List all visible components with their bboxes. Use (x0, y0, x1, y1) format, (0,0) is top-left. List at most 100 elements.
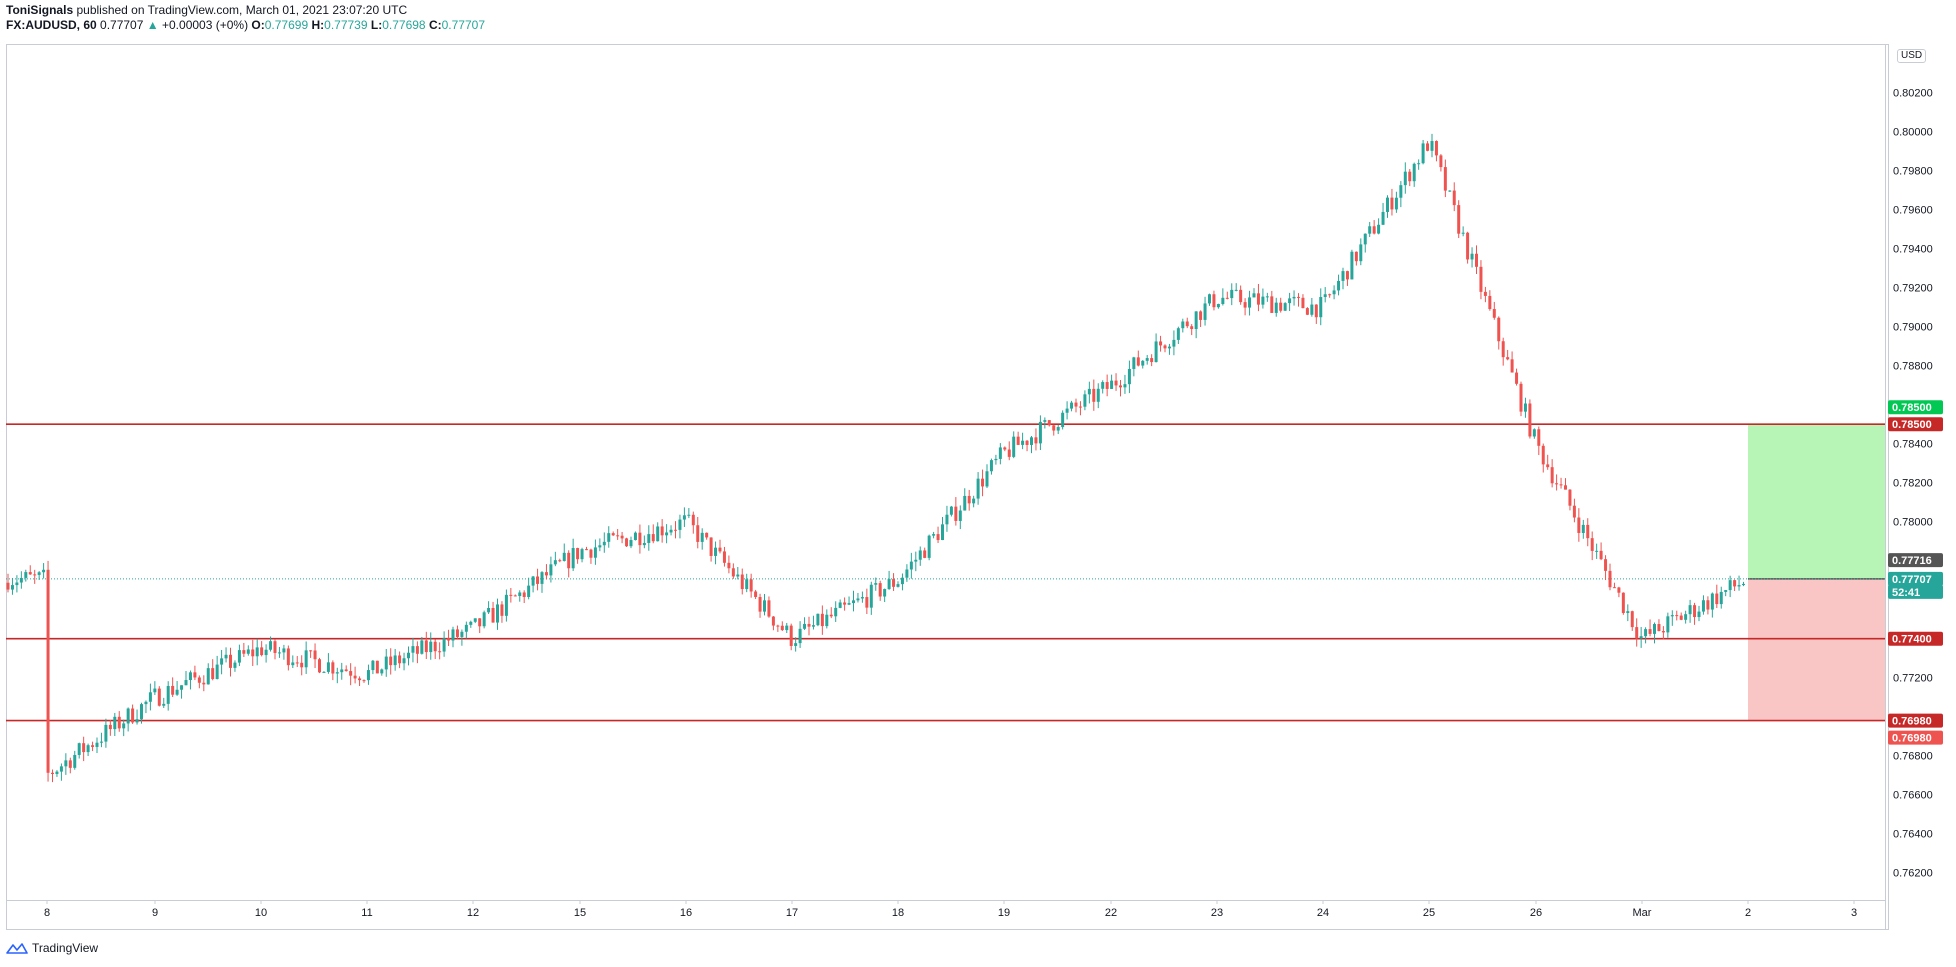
candle-body (562, 552, 566, 561)
candle-body (1577, 517, 1581, 533)
candle-body (865, 597, 869, 608)
candle-body (229, 654, 232, 668)
candle-body (883, 589, 887, 597)
candle-body (1581, 524, 1585, 533)
candle-body (1132, 357, 1136, 369)
candle-body (277, 652, 281, 654)
candle-body (1515, 372, 1519, 384)
candle-body (1719, 591, 1723, 605)
candle-body (963, 495, 967, 511)
publisher-line: ToniSignals published on TradingView.com… (6, 3, 485, 18)
price-tick-label: 0.78000 (1893, 517, 1933, 529)
candle-body (1666, 616, 1670, 633)
candle-body (1216, 304, 1220, 308)
candle-body (896, 584, 900, 587)
candle-body (237, 650, 241, 663)
price-badge-label: 0.76980 (1892, 733, 1932, 745)
candle-body (789, 625, 793, 646)
candle-body (580, 549, 584, 560)
candle-body (981, 478, 985, 487)
horizontal-levels (6, 423, 1885, 722)
candle-body (1101, 382, 1105, 389)
time-tick-label: Mar (1633, 907, 1652, 919)
price-badge[interactable]: 0.76980 (1888, 713, 1943, 728)
candle-body (722, 551, 726, 563)
price-badge-label: 0.77400 (1892, 634, 1932, 646)
symbol-label[interactable]: FX:AUDUSD, 60 (6, 18, 97, 32)
candle-body (1715, 593, 1719, 605)
candle-body (674, 529, 677, 531)
price-badge[interactable]: 0.77716 (1888, 553, 1943, 568)
candle-body (233, 662, 237, 668)
price-tick-label: 0.77200 (1893, 673, 1933, 685)
price-badge[interactable]: 0.78500 (1888, 417, 1943, 432)
time-axis-ticks: 8 9 10 11 12 15 16 17 18 19 22 23 24 25 26 Mar 2 3 (44, 900, 1857, 919)
stop-zone[interactable] (1748, 578, 1885, 721)
time-tick-label: 25 (1423, 907, 1435, 919)
candle-body (286, 648, 290, 666)
candle-body (945, 514, 949, 525)
candle-body (985, 471, 989, 487)
candle-body (104, 724, 108, 742)
candle-body (1519, 383, 1523, 412)
published-text: published on TradingView.com, March 01, … (76, 3, 408, 17)
price-tick-label: 0.76400 (1893, 829, 1933, 841)
candle-body (1742, 583, 1745, 586)
price-badge[interactable]: 0.77400 (1888, 631, 1943, 646)
candle-body (1457, 205, 1461, 234)
currency-label[interactable]: USD (1897, 49, 1927, 63)
candle-body (55, 771, 59, 774)
price-tick-label: 0.79200 (1893, 283, 1933, 295)
open-label: O: (251, 18, 265, 32)
footer-brand[interactable]: TradingView (6, 941, 98, 955)
candle-body (1572, 505, 1576, 518)
candle-body (638, 532, 642, 546)
candle-body (1154, 341, 1158, 363)
publisher-name[interactable]: ToniSignals (6, 3, 74, 17)
candle-body (1381, 211, 1385, 225)
candle-body (625, 538, 629, 547)
candle-body (86, 745, 90, 753)
price-badge[interactable]: 0.77707 (1888, 571, 1943, 586)
candle-body (424, 640, 428, 653)
candle-body (99, 741, 103, 743)
candle-body (202, 682, 206, 685)
candle-body (811, 625, 815, 627)
candle-body (642, 542, 646, 546)
candle-body (936, 534, 940, 541)
candle-body (1564, 485, 1567, 490)
candle-body (59, 766, 63, 772)
candle-body (1078, 406, 1082, 408)
plot-frame (6, 44, 1889, 930)
candle-body (1270, 296, 1274, 313)
target-zone[interactable] (1748, 424, 1885, 579)
time-tick-label: 17 (786, 907, 798, 919)
price-tick-label: 0.79400 (1893, 244, 1933, 256)
candle-body (620, 535, 624, 539)
candle-body (1345, 271, 1349, 280)
candle-body (576, 548, 580, 560)
price-badge[interactable]: 0.76980 (1888, 730, 1943, 745)
candle-body (1470, 253, 1474, 260)
price-badge-label: 0.77716 (1892, 555, 1932, 567)
candle-body (206, 668, 210, 685)
candle-body (700, 532, 704, 542)
candle-body (976, 478, 980, 499)
candle-body (1426, 143, 1430, 151)
candle-body (358, 678, 362, 681)
candle-body (874, 583, 878, 585)
candle-body (1234, 289, 1238, 291)
candle-body (255, 647, 259, 657)
price-badge[interactable]: 0.78500 (1888, 400, 1943, 415)
candle-body (77, 743, 81, 755)
price-badge[interactable]: 52:41 (1888, 584, 1943, 599)
candlestick-series (6, 133, 1745, 783)
candle-body (1305, 308, 1309, 315)
candle-body (798, 628, 802, 644)
candle-body (1684, 614, 1688, 620)
high-value: 0.77739 (324, 18, 368, 32)
candle-body (291, 662, 295, 666)
candle-body (108, 724, 112, 730)
candle-body (1559, 484, 1563, 486)
